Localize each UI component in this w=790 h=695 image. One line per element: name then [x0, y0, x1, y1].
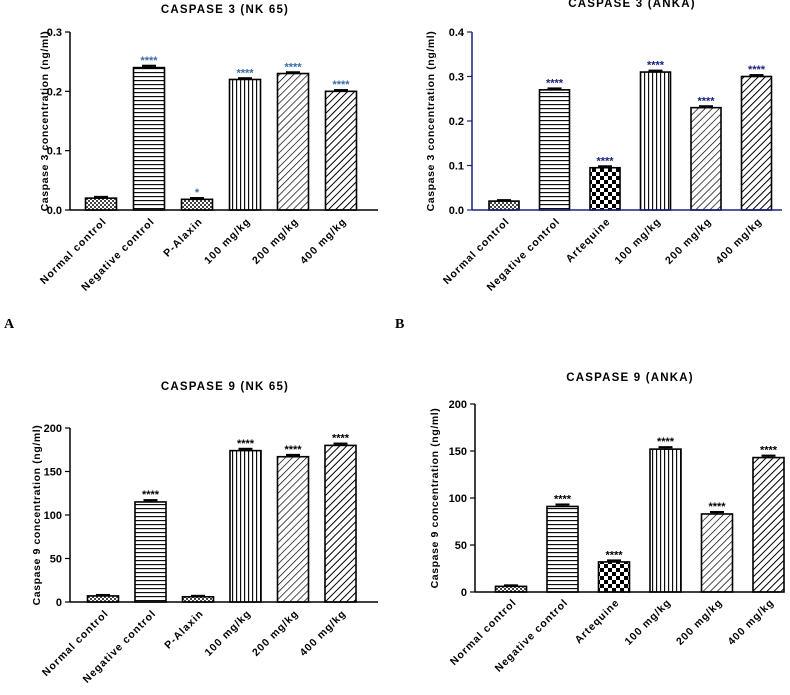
y-tick-label: 0.3 — [449, 72, 464, 84]
bar — [180, 198, 214, 211]
y-tick-label: 200 — [449, 399, 467, 411]
y-axis-label: Caspase 3 concentration (ng/ml) — [39, 31, 51, 212]
chart-3: CASPASE 9 (NK 65) Caspase 9 concentration… — [31, 381, 378, 686]
bar — [494, 585, 528, 593]
panel-label-a: A — [4, 317, 15, 332]
significance-label: **** — [546, 78, 564, 90]
x-tick-label: 400 mg/kg — [298, 216, 349, 267]
significance-label: **** — [284, 444, 302, 456]
y-tick-label: 50 — [50, 554, 62, 566]
bar — [639, 71, 672, 211]
x-tick-label: 100 mg/kg — [622, 597, 673, 648]
chart-title: CASPASE 3 (NK 65) — [161, 4, 289, 16]
significance-label: **** — [284, 61, 302, 73]
significance-label: **** — [332, 79, 350, 91]
y-axis-label: Caspase 9 concentration (ng/ml) — [429, 408, 441, 589]
significance-label: **** — [236, 67, 254, 79]
bar — [538, 89, 571, 211]
x-tick-label: 100 mg/kg — [202, 216, 253, 267]
significance-label: **** — [697, 95, 715, 107]
bar — [690, 106, 722, 211]
significance-label: **** — [140, 55, 158, 67]
bar — [86, 595, 120, 603]
bar — [752, 456, 785, 593]
panel-label-b: B — [395, 317, 404, 332]
y-tick-label: 0.4 — [449, 27, 465, 39]
y-tick-label: 150 — [44, 467, 62, 479]
significance-label: **** — [554, 494, 572, 506]
chart-title: CASPASE 3 (ANKA) — [568, 0, 696, 10]
y-axis-label: Caspase 9 concentration (ng/ml) — [31, 425, 43, 606]
bar — [649, 448, 682, 593]
bar — [597, 561, 631, 593]
y-tick-label: 0.1 — [47, 146, 62, 158]
significance-label: * — [195, 187, 200, 199]
y-tick-label: 0.2 — [47, 86, 62, 98]
chart-title: CASPASE 9 (NK 65) — [161, 381, 289, 393]
x-tick-label: 100 mg/kg — [202, 608, 253, 659]
significance-label: **** — [760, 445, 778, 457]
significance-label: **** — [596, 155, 614, 167]
bar — [229, 449, 262, 603]
x-tick-label: 400 mg/kg — [725, 597, 776, 648]
y-tick-label: 0 — [461, 587, 467, 599]
x-tick-label: Artequine — [564, 216, 614, 266]
y-axis-label: Caspase 3 concentration (ng/ml) — [425, 31, 437, 212]
y-tick-label: 0.3 — [47, 27, 62, 39]
bar — [134, 501, 167, 603]
x-tick-label: Artequine — [573, 597, 623, 647]
significance-label: **** — [708, 501, 726, 513]
bar — [488, 200, 520, 211]
y-tick-label: 200 — [44, 423, 62, 435]
x-tick-label: 100 mg/kg — [612, 216, 663, 267]
bar — [132, 66, 166, 211]
significance-label: **** — [237, 438, 255, 450]
significance-label: **** — [332, 433, 350, 445]
x-tick-label: 400 mg/kg — [713, 216, 764, 267]
bar — [546, 505, 579, 593]
bar — [181, 595, 215, 603]
significance-label: **** — [605, 550, 623, 562]
bar — [228, 78, 262, 211]
significance-label: **** — [142, 489, 160, 501]
x-tick-label: 200 mg/kg — [663, 216, 714, 267]
y-tick-label: 100 — [44, 510, 62, 522]
significance-label: **** — [657, 436, 675, 448]
bar — [324, 444, 357, 603]
y-tick-label: 0.1 — [449, 161, 464, 173]
bar — [700, 513, 734, 593]
bar — [740, 75, 773, 211]
x-tick-label: P-Alaxin — [162, 608, 206, 652]
bar — [276, 72, 310, 211]
charts-layer: CASPASE 3 (NK 65) Caspase 3 concentration… — [31, 0, 785, 686]
y-tick-label: 0.2 — [449, 116, 464, 128]
y-tick-label: 100 — [449, 493, 467, 505]
bar — [589, 166, 621, 211]
chart-2: CASPASE 3 (ANKA) Caspase 3 concentration … — [425, 0, 782, 294]
x-tick-label: 200 mg/kg — [250, 608, 301, 659]
x-tick-label: 400 mg/kg — [297, 608, 348, 659]
bar — [276, 455, 310, 603]
y-tick-label: 50 — [455, 540, 467, 552]
y-tick-label: 150 — [449, 446, 467, 458]
chart-1: CASPASE 3 (NK 65) Caspase 3 concentration… — [38, 4, 378, 294]
y-tick-label: 0.0 — [449, 205, 464, 217]
chart-4: CASPASE 9 (ANKA) Caspase 9 concentration … — [429, 372, 785, 675]
x-tick-label: P-Alaxin — [161, 216, 205, 260]
significance-label: **** — [748, 64, 766, 76]
x-tick-label: 200 mg/kg — [674, 597, 725, 648]
chart-title: CASPASE 9 (ANKA) — [566, 372, 694, 384]
y-tick-label: 0.0 — [47, 205, 62, 217]
x-tick-label: 200 mg/kg — [250, 216, 301, 267]
significance-label: **** — [647, 60, 665, 72]
bar — [84, 197, 118, 211]
bar — [324, 90, 358, 211]
y-tick-label: 0 — [56, 597, 62, 609]
